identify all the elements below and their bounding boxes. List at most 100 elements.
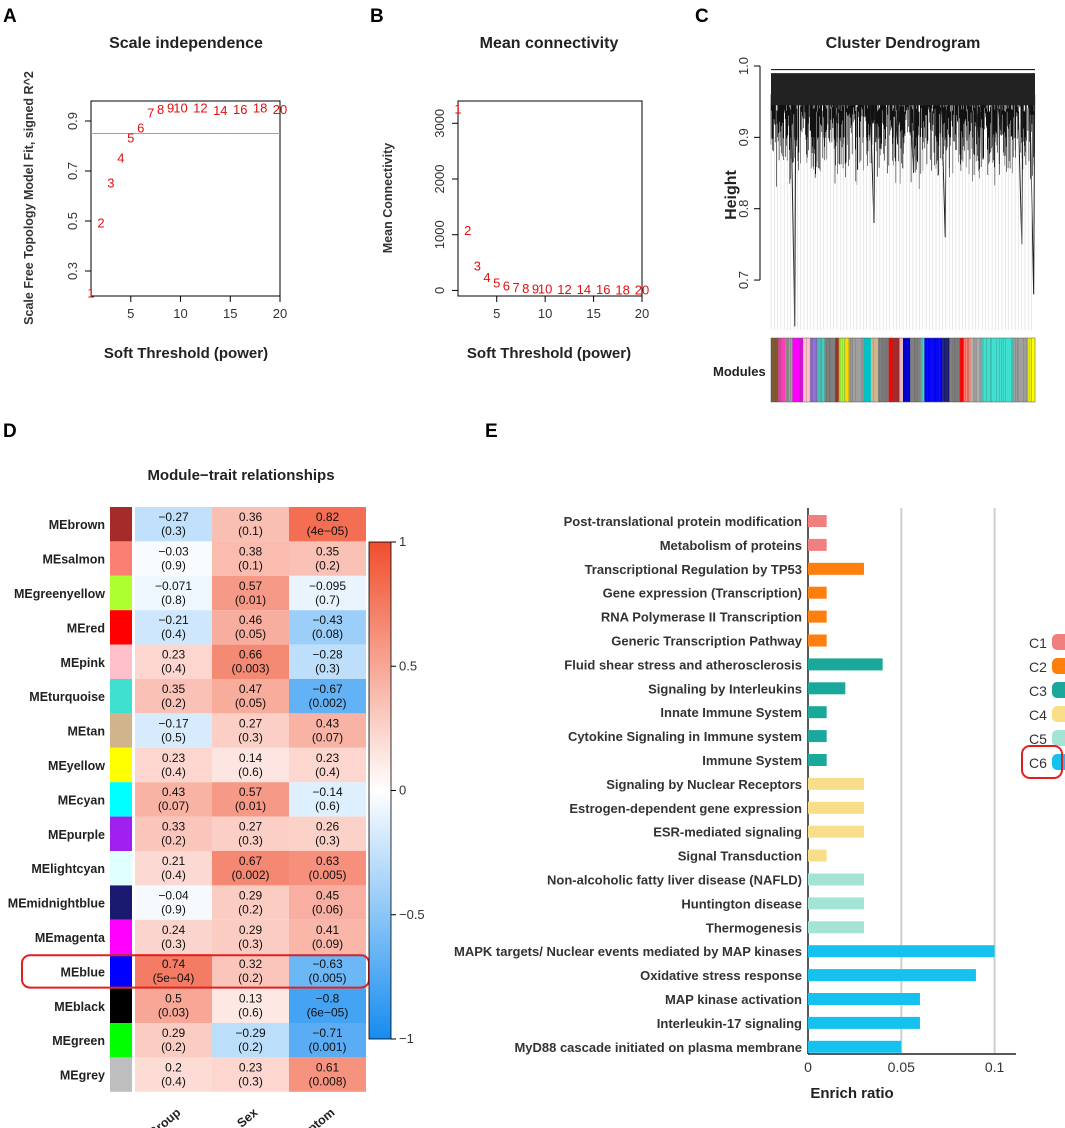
module-color-segment [824, 338, 836, 402]
heatmap-cell-corr: 0.82 [316, 510, 340, 524]
heatmap-cell-corr: 0.43 [162, 785, 186, 799]
enrich-bar-label: Innate Immune System [660, 705, 802, 720]
heatmap-cell-corr: −0.03 [158, 544, 189, 558]
plot-a-point-label: 4 [117, 151, 124, 166]
heatmap-cell [135, 679, 212, 714]
plot-b-title: Mean connectivity [480, 35, 619, 52]
heatmap-cell [212, 747, 289, 783]
module-color-segment [888, 338, 893, 402]
colorbar-tick-label: 0 [399, 783, 406, 798]
module-color-segment [803, 338, 811, 402]
enrich-bar [808, 801, 864, 814]
heatmap-cell [289, 919, 366, 955]
heatmap-cell-corr: 0.36 [239, 510, 263, 524]
plot-a-point-label: 14 [213, 103, 227, 118]
plot-b-ytick-label: 3000 [432, 109, 447, 138]
heatmap-cell [289, 954, 366, 989]
heatmap-cell [212, 954, 289, 989]
enrich-bar [808, 1016, 920, 1029]
enrich-bar-label: MAPK targets/ Nuclear events mediated by… [454, 944, 802, 959]
module-color-segment [903, 338, 911, 402]
module-color-segment [949, 338, 961, 402]
enrich-bar-label: MyD88 cascade initiated on plasma membra… [514, 1040, 802, 1055]
heatmap-cell-pvalue: (0.3) [315, 662, 340, 676]
heatmap-row-label: MEgreenyellow [14, 587, 105, 601]
heatmap-cell-pvalue: (0.4) [161, 627, 186, 641]
heatmap-cell [289, 575, 366, 611]
legend-label: C3 [1029, 683, 1047, 699]
plot-e-xtick-label: 0.1 [985, 1059, 1005, 1075]
heatmap-cell-corr: −0.21 [158, 613, 189, 627]
plot-a-point-label: 16 [233, 102, 247, 117]
enrich-bar [808, 897, 864, 910]
enrich-bar [808, 730, 827, 743]
heatmap-cell [135, 644, 212, 679]
plot-a-point-label: 2 [97, 216, 104, 231]
plot-a-xtick-label: 15 [223, 306, 237, 321]
module-color-segment [1027, 338, 1036, 402]
plot-b-point-label: 20 [635, 282, 649, 297]
heatmap-row-label: MEmagenta [35, 931, 106, 945]
module-color-segment [981, 338, 1014, 402]
enrich-bar [808, 1040, 902, 1053]
module-color-segment [835, 338, 840, 402]
plot-a-ytick-label: 0.5 [65, 212, 80, 230]
heatmap-cell-corr: 0.2 [165, 1060, 182, 1074]
heatmap-cell [135, 816, 212, 851]
heatmap-cell-pvalue: (0.2) [238, 1040, 263, 1054]
enrich-bar-label: Metabolism of proteins [660, 538, 802, 553]
plot-b-xtick-label: 5 [493, 306, 500, 321]
heatmap-cell-pvalue: (0.08) [312, 627, 343, 641]
heatmap-cell-pvalue: (0.05) [235, 627, 266, 641]
enrich-bar [808, 969, 976, 982]
plot-e-xtick-label: 0 [804, 1059, 812, 1075]
heatmap-cell-pvalue: (0.002) [231, 868, 269, 882]
plot-a-point-label: 7 [147, 106, 154, 121]
plot-b-point-label: 6 [503, 279, 510, 294]
heatmap-cell-pvalue: (0.2) [238, 902, 263, 916]
enrich-bar [808, 754, 827, 766]
heatmap-cell-corr: 0.23 [162, 751, 186, 765]
colorbar-tick-label: 0.5 [399, 658, 417, 673]
heatmap-cell-pvalue: (0.003) [231, 662, 269, 676]
heatmap-cell-pvalue: (0.3) [238, 937, 263, 951]
enrich-bar-label: Signal Transduction [678, 849, 802, 864]
heatmap-row-label: MEblue [61, 965, 105, 979]
heatmap-row-label: MEgreen [52, 1034, 105, 1048]
heatmap-row-label: MEgrey [60, 1069, 105, 1083]
heatmap-cell-pvalue: (0.09) [312, 937, 343, 951]
heatmap-cell [289, 885, 366, 920]
highlight-box-c6 [1021, 745, 1063, 779]
heatmap-cell-pvalue: (0.008) [308, 1074, 346, 1088]
heatmap-cell-corr: 0.63 [316, 854, 340, 868]
module-color-segment [785, 338, 793, 402]
enrich-bar [808, 921, 864, 934]
dendro-deep-branch [869, 94, 876, 223]
enrich-bar-label: Huntington disease [681, 896, 802, 911]
panel-label-c: C [695, 6, 709, 27]
plot-b-point-label: 2 [464, 223, 471, 238]
plot-b-frame [457, 100, 643, 297]
plot-a-point-label: 5 [127, 131, 134, 146]
heatmap-cell-pvalue: (0.005) [308, 868, 346, 882]
plot-a-ytick-label: 0.9 [65, 112, 80, 130]
module-color-swatch [110, 747, 132, 783]
module-color-segment [1013, 338, 1029, 402]
enrich-bar-label: RNA Polymerase II Transcription [601, 610, 802, 625]
enrich-bar [808, 658, 883, 671]
heatmap-cell-pvalue: (0.01) [235, 799, 266, 813]
legend-swatch [1052, 730, 1065, 746]
heatmap-cell [289, 747, 366, 783]
heatmap-cell-pvalue: (0.4) [161, 868, 186, 882]
module-stripes [771, 338, 1032, 402]
dendro-deep-branch [909, 94, 916, 174]
plot-b-ylabel: Mean Connectivity [381, 143, 395, 253]
plot-a-point-label: 8 [157, 102, 164, 117]
heatmap-row-label: MEred [67, 621, 105, 635]
enrich-bar [808, 849, 827, 862]
heatmap-cell-pvalue: (0.4) [161, 765, 186, 779]
panel-label-e: E [485, 421, 498, 442]
heatmap-cell [135, 713, 212, 748]
heatmap-cell-corr: −0.8 [316, 992, 340, 1006]
